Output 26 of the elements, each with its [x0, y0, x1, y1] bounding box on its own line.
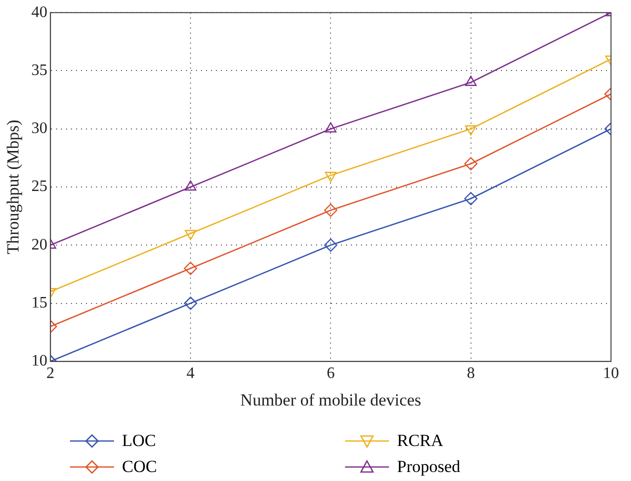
x-tick-label: 6 [326, 365, 335, 382]
y-tick-label: 10 [31, 352, 48, 370]
point [184, 262, 198, 275]
point [184, 230, 196, 240]
point [324, 204, 338, 217]
point [324, 172, 336, 182]
y-tick-label: 30 [31, 120, 48, 138]
y-tick-label: 25 [31, 178, 48, 196]
y-tick-label: 15 [31, 294, 48, 312]
point [464, 192, 478, 206]
legend-label: RCRA [397, 431, 444, 451]
x-tick-label: 10 [603, 365, 619, 382]
point [184, 296, 198, 310]
y-tick-label: 40 [31, 4, 48, 21]
y-axis-title: Throughput (Mbps) [4, 120, 23, 254]
x-tick-label: 8 [466, 365, 475, 382]
x-tick-label: 2 [46, 365, 54, 382]
x-tick-label: 4 [186, 365, 195, 382]
point [324, 238, 338, 252]
y-tick-label: 35 [31, 62, 48, 79]
y-tick-label: 20 [31, 236, 48, 254]
legend-label: COC [122, 457, 157, 477]
point [464, 157, 478, 170]
legend-label: Proposed [397, 457, 460, 477]
x-axis-title: Number of mobile devices [240, 390, 422, 410]
legend-label: LOC [122, 431, 156, 451]
